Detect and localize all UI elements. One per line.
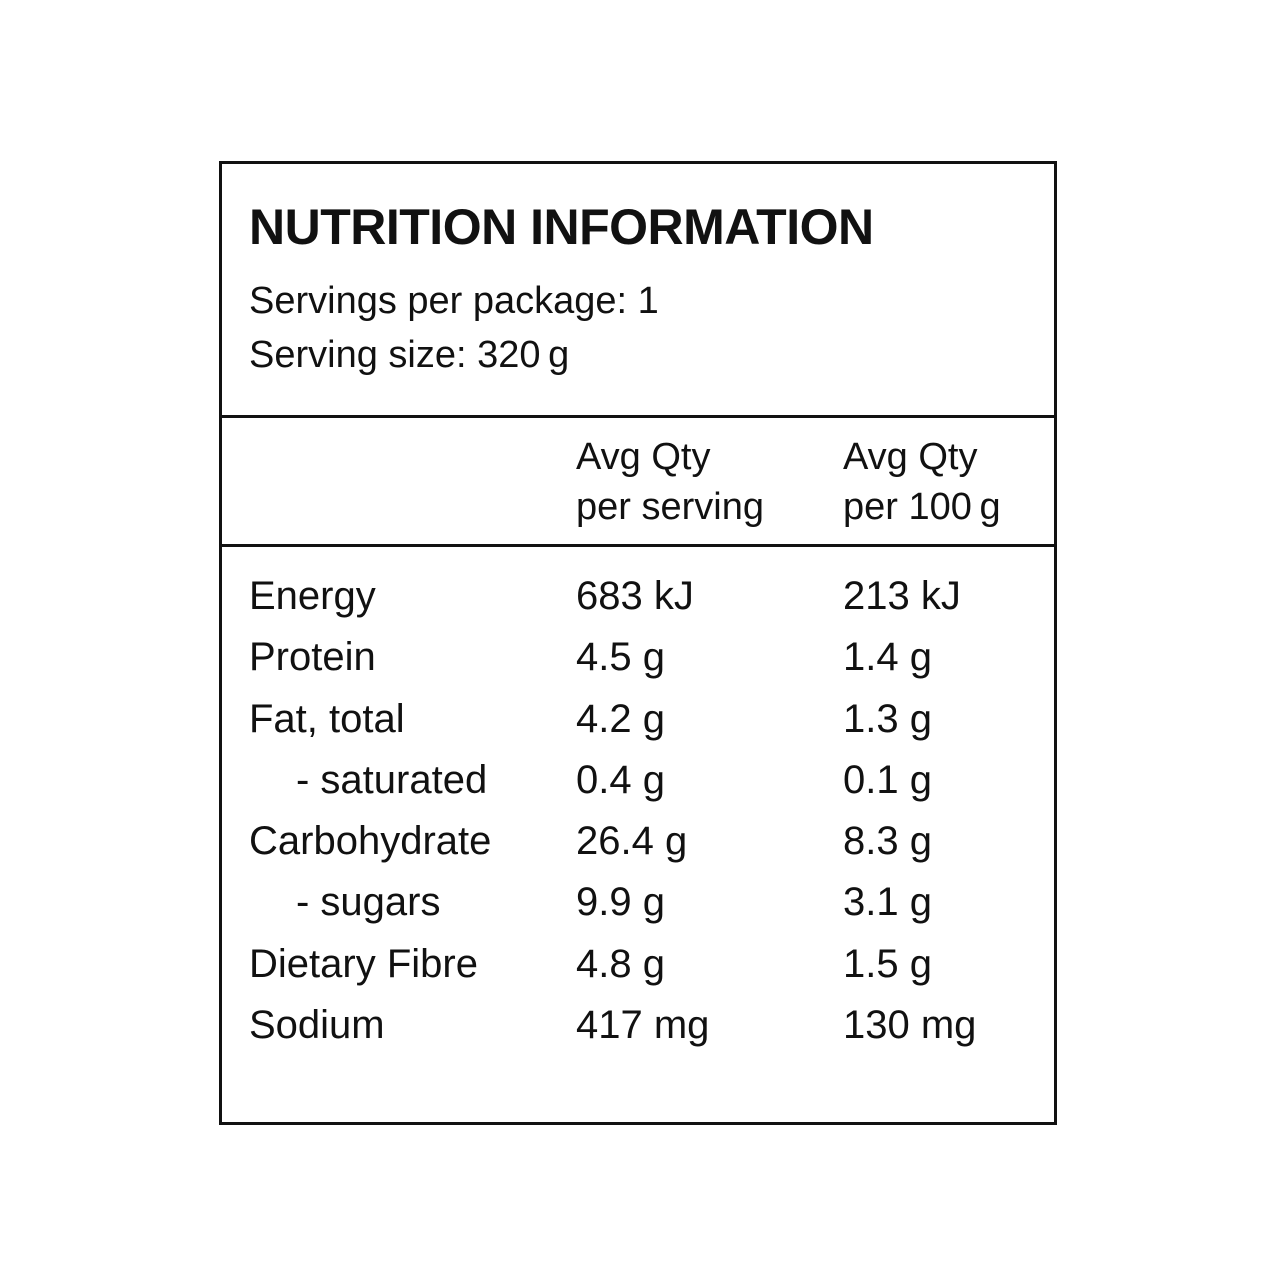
nutrient-name: Sodium [249,1003,385,1048]
value-per-100g: 1.3 g [843,696,932,741]
value-per-100g: 0.1 g [843,757,932,802]
nutrition-panel: NUTRITION INFORMATION Servings per packa… [219,161,1057,1125]
nutrient-rows: Energy 683 kJ 213 kJ Protein 4.5 g 1.4 g… [222,574,1054,1064]
nutrient-name: Protein [249,635,376,680]
value-per-100g: 3.1 g [843,880,932,925]
table-row: Protein 4.5 g 1.4 g [222,635,1054,696]
value-per-serving: 4.8 g [576,941,665,986]
panel-title: NUTRITION INFORMATION [249,199,874,255]
value-per-serving: 417 mg [576,1003,710,1048]
column-header-per-serving-line-2: per serving [576,486,764,528]
value-per-100g: 213 kJ [843,574,961,618]
value-per-100g: 8.3 g [843,819,932,864]
value-per-serving: 9.9 g [576,880,665,925]
value-per-serving: 26.4 g [576,819,688,864]
column-header-per-serving: Avg Qty per serving [576,432,764,532]
value-per-100g: 1.4 g [843,635,932,680]
column-header-per-100g-line-2: per 100 g [843,486,1001,528]
nutrient-name: - saturated [296,757,488,802]
value-per-100g: 130 mg [843,1003,977,1048]
nutrient-name: Dietary Fibre [249,941,478,986]
column-header-per-serving-line-1: Avg Qty [576,436,711,478]
nutrient-name: Carbohydrate [249,819,492,864]
servings-per-package: Servings per package: 1 [249,280,659,322]
table-row: - sugars 9.9 g 3.1 g [222,880,1054,941]
column-header-per-100g-line-1: Avg Qty [843,436,978,478]
column-header-per-100g: Avg Qty per 100 g [843,432,1001,532]
serving-size: Serving size: 320 g [249,334,570,376]
table-row: Sodium 417 mg 130 mg [222,1003,1054,1064]
panel-header: NUTRITION INFORMATION Servings per packa… [222,164,1054,418]
nutrient-name: - sugars [296,880,441,925]
value-per-serving: 0.4 g [576,757,665,802]
value-per-serving: 683 kJ [576,574,694,618]
table-row: Energy 683 kJ 213 kJ [222,574,1054,635]
value-per-serving: 4.5 g [576,635,665,680]
nutrient-name: Fat, total [249,696,405,741]
column-headers: Avg Qty per serving Avg Qty per 100 g [222,418,1054,547]
table-row: - saturated 0.4 g 0.1 g [222,758,1054,819]
table-row: Dietary Fibre 4.8 g 1.5 g [222,942,1054,1003]
table-row: Carbohydrate 26.4 g 8.3 g [222,819,1054,880]
value-per-serving: 4.2 g [576,696,665,741]
value-per-100g: 1.5 g [843,941,932,986]
table-row: Fat, total 4.2 g 1.3 g [222,697,1054,758]
nutrient-name: Energy [249,574,376,618]
